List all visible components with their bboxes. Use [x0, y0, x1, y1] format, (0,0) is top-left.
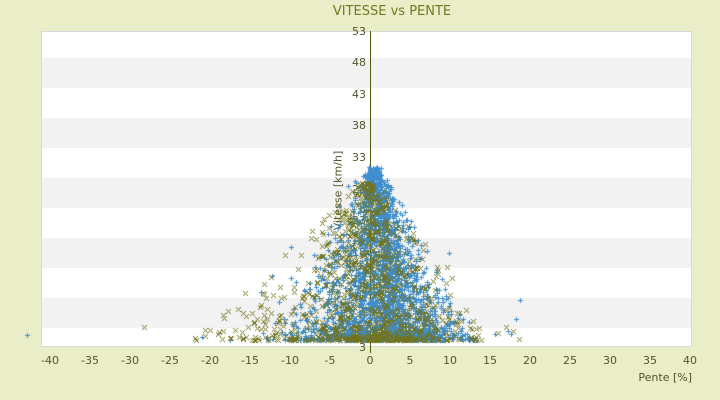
x-tick-label: 25 [563, 354, 577, 367]
x-tick-label: -5 [324, 354, 336, 367]
y-tick-label: 43 [352, 87, 366, 101]
y-tick-label: 38 [352, 119, 366, 133]
y-tick-label: 8 [359, 308, 366, 322]
zero-axis-line [370, 31, 371, 353]
x-tick-label: 15 [483, 354, 497, 367]
x-tick-label: 10 [443, 354, 457, 367]
x-tick-label: -40 [41, 354, 59, 367]
chart-title: VITESSE vs PENTE [332, 4, 452, 19]
x-tick-label: 0 [366, 354, 374, 367]
x-tick-label: 20 [523, 354, 537, 367]
y-tick-label: 18 [352, 245, 366, 259]
x-tick-label: 35 [643, 354, 657, 367]
plot-area [41, 31, 692, 347]
x-tick-label: -25 [161, 354, 179, 367]
y-tick-label: 53 [352, 24, 366, 38]
x-tick-label: 40 [683, 354, 697, 367]
x-tick-label: -20 [201, 354, 219, 367]
y-tick-label: 48 [352, 56, 366, 70]
x-axis-title: Pente [%] [638, 371, 692, 384]
x-tick-label: -10 [281, 354, 299, 367]
x-tick-label: 5 [406, 354, 414, 367]
y-tick-label: 13 [352, 277, 366, 291]
x-tick-label: -35 [81, 354, 99, 367]
x-tick-label: -15 [241, 354, 259, 367]
x-tick-label: -30 [121, 354, 139, 367]
x-tick-label: 30 [603, 354, 617, 367]
y-tick-label: 3 [359, 340, 366, 354]
y-axis-title: Vitesse [km/h] [331, 150, 345, 231]
